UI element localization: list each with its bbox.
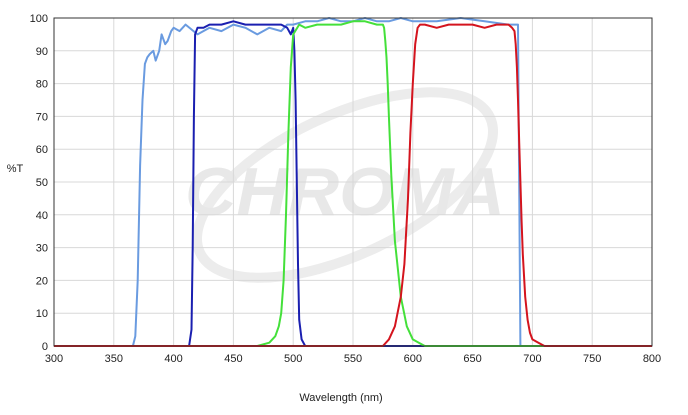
x-axis-label: Wavelength (nm) <box>299 392 382 404</box>
y-tick-label: 20 <box>36 275 48 287</box>
y-tick-label: 100 <box>30 13 48 25</box>
y-tick-label: 80 <box>36 79 48 91</box>
series-line-4 <box>54 23 652 347</box>
y-tick-label: 30 <box>36 243 48 255</box>
x-tick-labels: 300 350 400 450 500 550 600 650 700 750 800 <box>45 353 661 365</box>
x-tick-label: 300 <box>45 353 63 365</box>
y-tick-label: 60 <box>36 144 48 156</box>
x-tick-label: 800 <box>643 353 661 365</box>
x-tick-label: 400 <box>164 353 182 365</box>
x-tick-label: 550 <box>344 353 362 365</box>
series-lines <box>54 17 652 347</box>
y-axis-label: %T <box>7 163 24 175</box>
series-line-2 <box>54 20 652 347</box>
y-tick-label: 70 <box>36 111 48 123</box>
x-tick-label: 600 <box>404 353 422 365</box>
x-tick-label: 650 <box>463 353 481 365</box>
y-tick-label: 10 <box>36 308 48 320</box>
series-line-3 <box>54 20 652 347</box>
y-tick-label: 0 <box>42 341 48 353</box>
y-tick-labels: 0 10 20 30 40 50 60 70 80 90 100 <box>30 13 48 353</box>
x-tick-label: 700 <box>523 353 541 365</box>
watermark-text: CHROMA <box>185 154 505 230</box>
y-tick-label: 90 <box>36 46 48 58</box>
x-tick-label: 500 <box>284 353 302 365</box>
y-tick-label: 50 <box>36 177 48 189</box>
y-tick-label: 40 <box>36 210 48 222</box>
x-tick-label: 350 <box>105 353 123 365</box>
chroma-watermark: CHROMA <box>185 87 505 283</box>
series-line-1 <box>54 17 652 347</box>
plot-frame <box>53 17 653 347</box>
x-tick-label: 450 <box>224 353 242 365</box>
x-tick-label: 750 <box>583 353 601 365</box>
